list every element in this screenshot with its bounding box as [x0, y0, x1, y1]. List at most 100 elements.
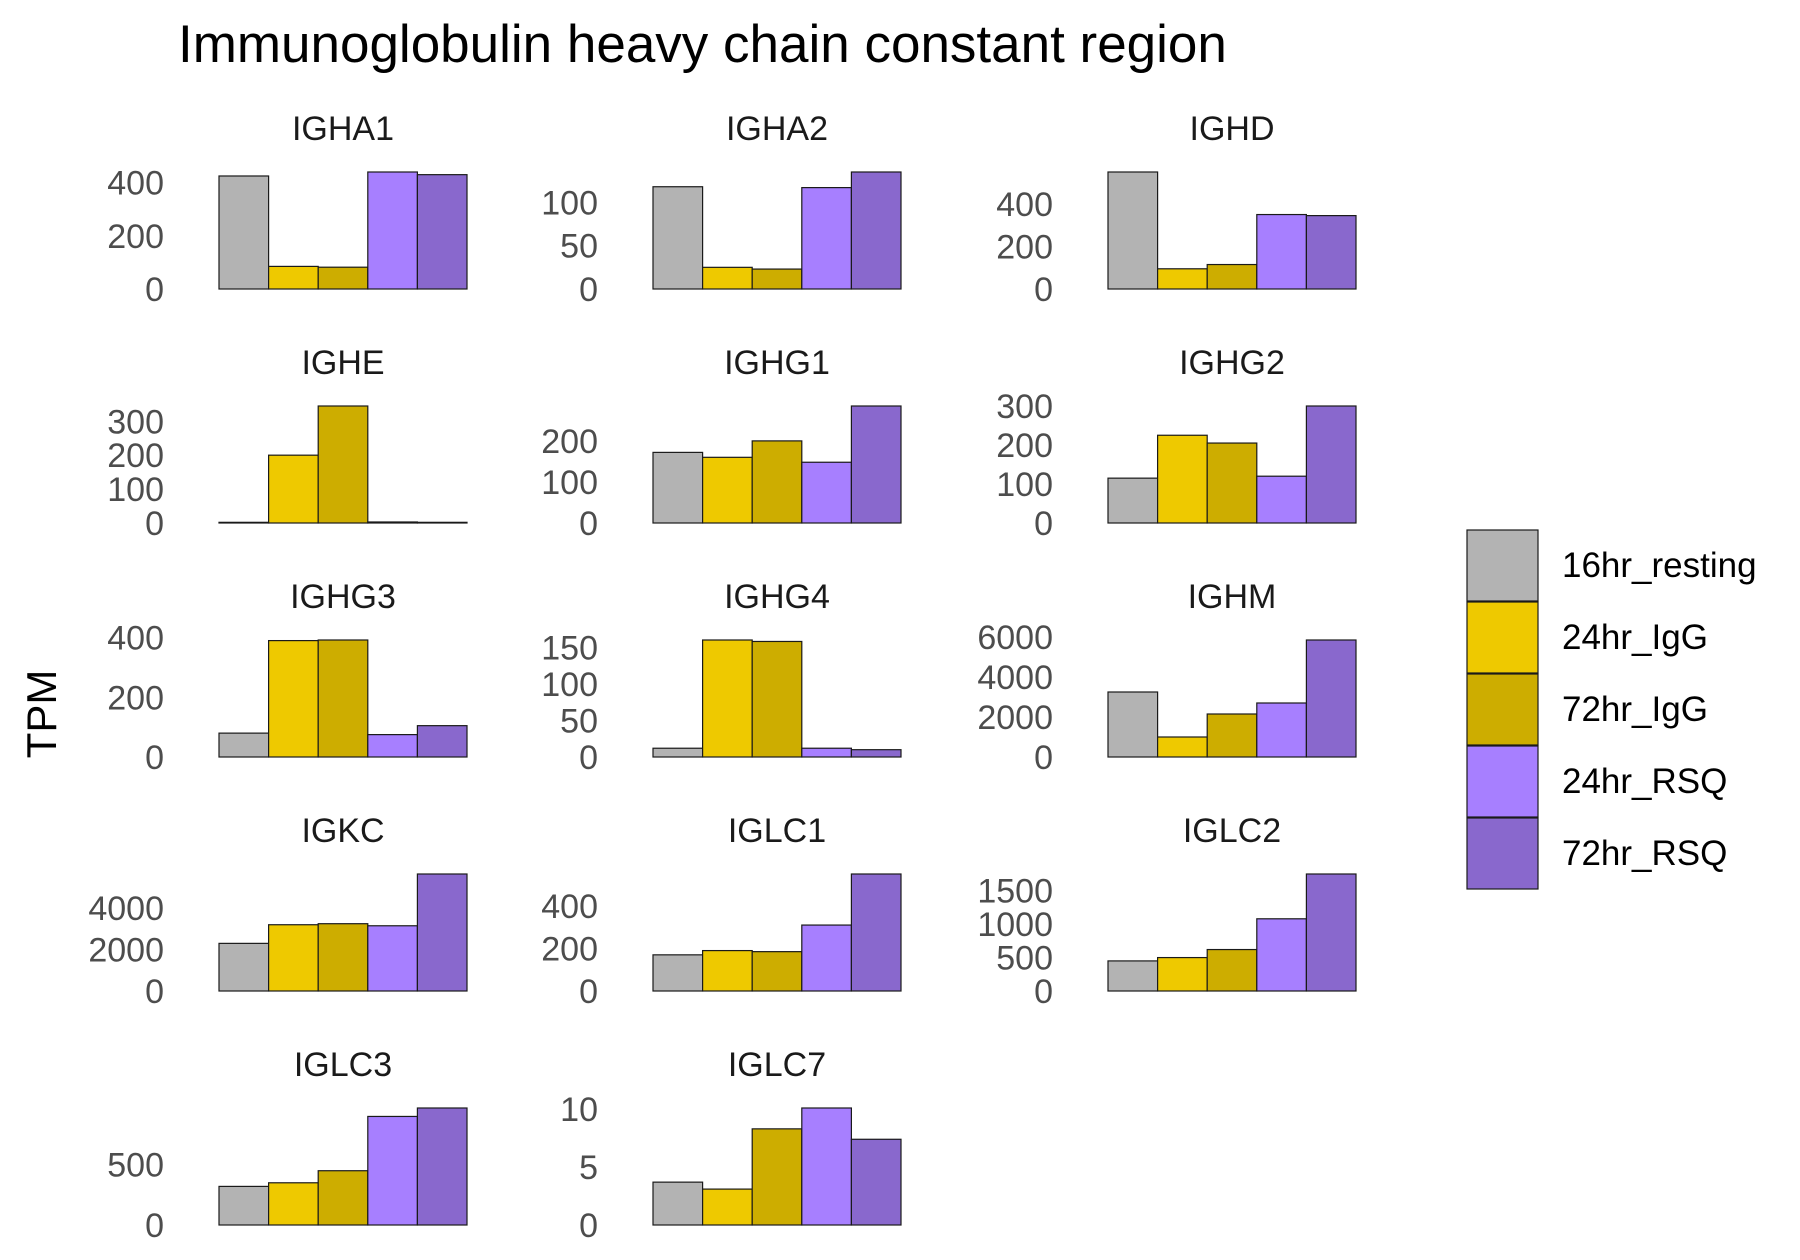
panel-igha2: IGHA2 0 50 100 [541, 110, 902, 309]
bar-ighg4-24hr-rsq [801, 747, 852, 758]
y-tick-label: 10 [560, 1091, 598, 1129]
bar-igkc-24hr-rsq [367, 925, 418, 992]
legend-label: 24hr_RSQ [1562, 762, 1727, 801]
bar-iglc1-72hr-igg [751, 951, 803, 992]
legend-item-24hr-rsq: 24hr_RSQ [1466, 745, 1727, 818]
panel-title: IGHA2 [726, 110, 828, 148]
bar-ighm-72hr-igg [1206, 713, 1258, 758]
y-tick-label: 300 [107, 403, 164, 441]
panel-title: IGHG3 [290, 578, 396, 616]
y-tick-label: 100 [541, 464, 598, 502]
bar-igha1-16hr-resting [218, 175, 270, 290]
y-tick-label: 200 [996, 228, 1053, 266]
legend-label: 72hr_RSQ [1562, 834, 1727, 873]
y-tick-label: 300 [996, 388, 1053, 426]
bar-iglc7-24hr-igg [701, 1188, 753, 1226]
bar-iglc7-16hr-resting [652, 1181, 704, 1226]
y-tick-label: 4000 [977, 659, 1053, 697]
bar-ighg3-72hr-igg [317, 639, 369, 758]
y-tick-label: 0 [579, 1207, 598, 1245]
y-tick-label: 0 [1034, 271, 1053, 309]
bar-iglc2-72hr-rsq [1305, 873, 1357, 992]
bar-igha1-24hr-igg [268, 265, 319, 290]
legend-swatch [1466, 745, 1539, 818]
bar-iglc1-24hr-rsq [801, 924, 852, 992]
y-tick-label: 500 [996, 940, 1053, 978]
bar-igha1-24hr-rsq [367, 171, 418, 290]
bar-ighd-16hr-resting [1107, 171, 1159, 290]
bar-ighg3-16hr-resting [218, 732, 270, 758]
bar-iglc7-24hr-rsq [801, 1107, 852, 1226]
legend-item-72hr-rsq: 72hr_RSQ [1466, 817, 1727, 890]
bar-ighm-16hr-resting [1107, 691, 1159, 758]
panel-title: IGHG4 [724, 578, 830, 616]
y-tick-label: 400 [996, 186, 1053, 224]
y-tick-label: 500 [107, 1147, 164, 1185]
panel-iglc1: IGLC1 0 200 400 [541, 812, 902, 1011]
bar-ighg4-24hr-igg [701, 639, 753, 758]
bar-ighg1-16hr-resting [652, 451, 704, 524]
legend-swatch [1466, 673, 1539, 746]
bar-iglc7-72hr-igg [751, 1128, 803, 1226]
bar-igkc-24hr-igg [268, 924, 319, 992]
bar-ighg3-72hr-rsq [416, 725, 468, 758]
bar-iglc1-24hr-igg [701, 949, 753, 992]
bar-iglc1-16hr-resting [652, 954, 704, 992]
legend-item-72hr-igg: 72hr_IgG [1466, 673, 1708, 746]
y-tick-label: 0 [579, 973, 598, 1011]
bar-ighg1-24hr-rsq [801, 461, 852, 524]
legend-swatch [1466, 817, 1539, 890]
bar-ighd-72hr-igg [1206, 263, 1258, 290]
bar-iglc2-16hr-resting [1107, 960, 1159, 992]
y-tick-label: 0 [1034, 973, 1053, 1011]
bar-iglc3-24hr-igg [268, 1182, 319, 1226]
y-tick-label: 100 [541, 666, 598, 704]
bar-igkc-72hr-rsq [416, 873, 468, 992]
bar-ighe-24hr-igg [268, 454, 319, 524]
facet-panels: IGHA10200400IGHA2050100IGHD0200400IGHE01… [88, 110, 1357, 1245]
y-tick-label: 0 [145, 271, 164, 309]
bar-ighm-72hr-rsq [1305, 639, 1357, 758]
bar-ighg2-72hr-igg [1206, 442, 1258, 524]
y-tick-label: 0 [579, 505, 598, 543]
bar-iglc3-16hr-resting [218, 1185, 270, 1226]
panel-title: IGHM [1188, 578, 1277, 616]
bar-ighg1-24hr-igg [701, 456, 753, 524]
bar-ighg4-72hr-igg [751, 640, 803, 758]
bar-ighg3-24hr-igg [268, 639, 319, 758]
y-tick-label: 400 [541, 888, 598, 926]
y-tick-label: 100 [541, 184, 598, 222]
y-tick-label: 2000 [977, 699, 1053, 737]
panel-title: IGKC [301, 812, 384, 850]
y-tick-label: 100 [996, 466, 1053, 504]
bar-ighg2-24hr-rsq [1256, 475, 1308, 524]
bar-iglc3-72hr-igg [317, 1170, 369, 1226]
y-tick-label: 400 [107, 620, 164, 658]
y-tick-label: 1500 [977, 873, 1053, 911]
bar-igkc-72hr-igg [317, 923, 369, 992]
bar-igha2-24hr-rsq [801, 187, 852, 290]
chart-title: Immunoglobulin heavy chain constant regi… [178, 15, 1227, 74]
y-tick-label: 200 [541, 930, 598, 968]
bar-ighg2-24hr-igg [1156, 434, 1208, 524]
bar-ighd-24hr-rsq [1256, 213, 1308, 290]
bar-igha2-16hr-resting [652, 186, 704, 290]
panel-ighd: IGHD 0 200 400 [996, 110, 1357, 309]
y-tick-label: 200 [107, 218, 164, 256]
legend-swatch [1466, 529, 1539, 602]
y-tick-label: 200 [107, 437, 164, 475]
bar-igha2-24hr-igg [701, 266, 753, 290]
legend-item-16hr-resting: 16hr_resting [1466, 529, 1757, 602]
y-axis-label: TPM [18, 670, 65, 759]
bar-ighe-24hr-rsq [367, 521, 418, 524]
y-tick-label: 0 [579, 271, 598, 309]
y-tick-label: 200 [541, 423, 598, 461]
bar-ighd-72hr-rsq [1305, 215, 1357, 290]
legend-swatch [1466, 601, 1539, 674]
bar-ighg2-16hr-resting [1107, 477, 1159, 524]
bar-ighe-16hr-resting [218, 521, 270, 524]
panel-iglc7: IGLC7 0 5 10 [560, 1046, 902, 1245]
y-tick-label: 5 [579, 1149, 598, 1187]
